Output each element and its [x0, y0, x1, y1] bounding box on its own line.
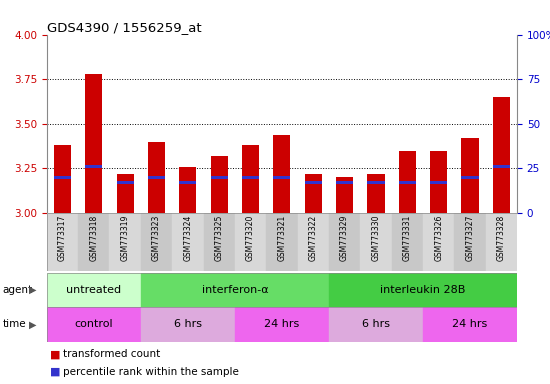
Bar	[235, 213, 266, 271]
Text: GSM773329: GSM773329	[340, 215, 349, 261]
Bar	[486, 213, 517, 271]
Bar	[117, 181, 134, 184]
Bar	[85, 165, 102, 168]
Bar	[141, 273, 329, 307]
Text: interferon-α: interferon-α	[201, 285, 268, 295]
Bar	[273, 134, 290, 213]
Bar	[148, 142, 165, 213]
Text: percentile rank within the sample: percentile rank within the sample	[63, 366, 239, 377]
Bar	[430, 181, 447, 184]
Bar	[54, 176, 71, 179]
Bar	[109, 213, 141, 271]
Bar	[305, 181, 322, 184]
Bar	[242, 176, 259, 179]
Text: ■: ■	[50, 366, 60, 377]
Bar	[454, 213, 486, 271]
Text: GSM773331: GSM773331	[403, 215, 412, 261]
Bar	[172, 213, 204, 271]
Bar	[493, 165, 510, 168]
Text: GSM773320: GSM773320	[246, 215, 255, 261]
Text: interleukin 28B: interleukin 28B	[380, 285, 466, 295]
Text: GSM773318: GSM773318	[89, 215, 98, 261]
Text: GSM773324: GSM773324	[183, 215, 192, 261]
Text: GSM773317: GSM773317	[58, 215, 67, 261]
Bar	[493, 97, 510, 213]
Bar	[336, 177, 353, 213]
Bar	[399, 151, 416, 213]
Bar	[392, 213, 423, 271]
Text: untreated: untreated	[66, 285, 122, 295]
Text: GSM773328: GSM773328	[497, 215, 506, 261]
Text: 24 hrs: 24 hrs	[452, 319, 488, 329]
Text: GSM773325: GSM773325	[214, 215, 224, 261]
Text: GSM773321: GSM773321	[277, 215, 287, 261]
Bar	[47, 307, 141, 342]
Text: agent: agent	[3, 285, 33, 295]
Text: time: time	[3, 319, 26, 329]
Text: 6 hrs: 6 hrs	[174, 319, 202, 329]
Bar	[360, 213, 392, 271]
Bar	[461, 138, 478, 213]
Text: GSM773323: GSM773323	[152, 215, 161, 261]
Text: control: control	[74, 319, 113, 329]
Text: GDS4390 / 1556259_at: GDS4390 / 1556259_at	[47, 21, 201, 34]
Bar	[117, 174, 134, 213]
Text: GSM773319: GSM773319	[120, 215, 130, 261]
Bar	[329, 213, 360, 271]
Text: ■: ■	[50, 349, 60, 359]
Bar	[85, 74, 102, 213]
Bar	[329, 307, 423, 342]
Text: ▶: ▶	[29, 319, 37, 329]
Bar	[54, 145, 71, 213]
Bar	[423, 213, 454, 271]
Bar	[211, 156, 228, 213]
Text: transformed count: transformed count	[63, 349, 161, 359]
Bar	[242, 145, 259, 213]
Bar	[148, 176, 165, 179]
Bar	[266, 213, 298, 271]
Bar	[305, 174, 322, 213]
Bar	[78, 213, 109, 271]
Bar	[336, 181, 353, 184]
Bar	[423, 307, 517, 342]
Text: 24 hrs: 24 hrs	[264, 319, 300, 329]
Bar	[329, 273, 517, 307]
Text: GSM773327: GSM773327	[465, 215, 475, 261]
Bar	[461, 176, 478, 179]
Bar	[204, 213, 235, 271]
Bar	[141, 213, 172, 271]
Bar	[273, 176, 290, 179]
Text: GSM773326: GSM773326	[434, 215, 443, 261]
Bar	[430, 151, 447, 213]
Text: ▶: ▶	[29, 285, 37, 295]
Text: GSM773322: GSM773322	[309, 215, 318, 261]
Text: GSM773330: GSM773330	[371, 215, 381, 262]
Bar	[47, 273, 141, 307]
Bar	[179, 167, 196, 213]
Bar	[298, 213, 329, 271]
Text: 6 hrs: 6 hrs	[362, 319, 390, 329]
Bar	[399, 181, 416, 184]
Bar	[141, 307, 235, 342]
Bar	[179, 181, 196, 184]
Bar	[235, 307, 329, 342]
Bar	[211, 176, 228, 179]
Bar	[367, 181, 384, 184]
Bar	[367, 174, 384, 213]
Bar	[47, 213, 78, 271]
